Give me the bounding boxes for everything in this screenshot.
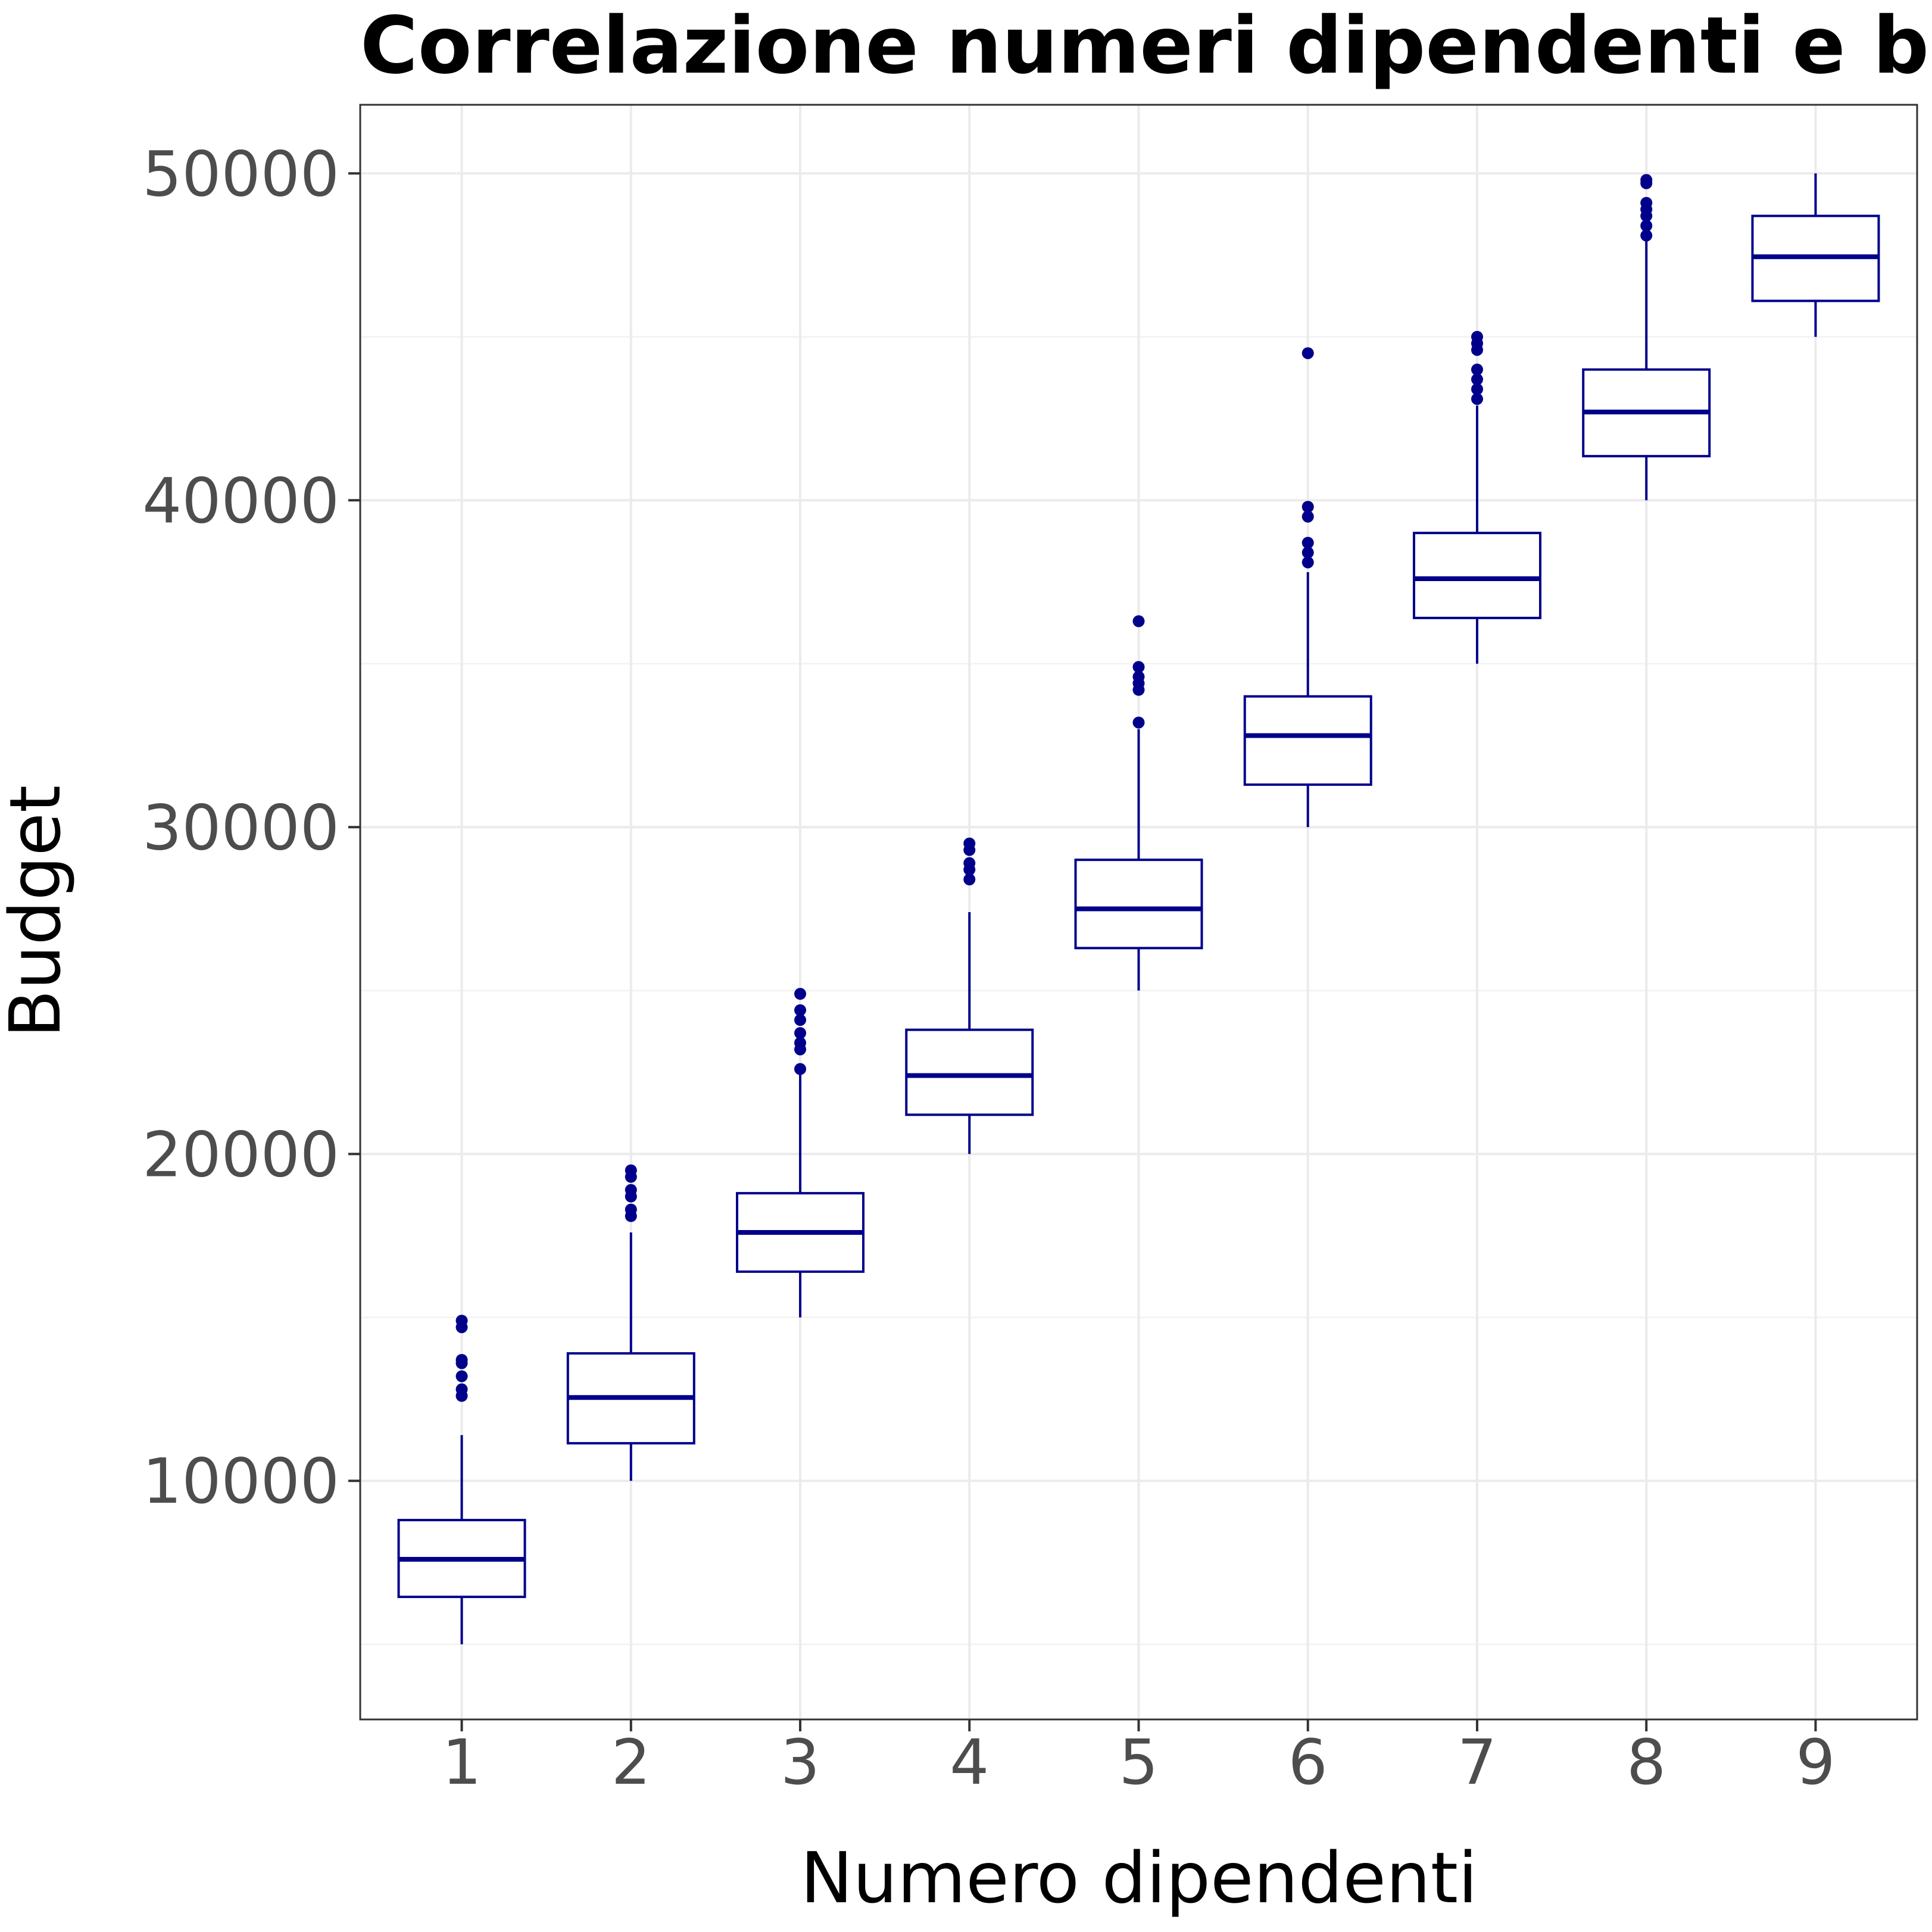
outlier-point xyxy=(1132,716,1145,729)
boxplot-group xyxy=(566,1164,695,1481)
outlier-point xyxy=(1301,347,1314,360)
boxplot-group xyxy=(1074,615,1203,991)
box xyxy=(1074,859,1203,950)
axis-ticks: 10000 20000 30000 40000 50000 1 2 3 4 5 6 7 8 9 xyxy=(142,138,1835,1799)
outlier-point xyxy=(1301,510,1314,523)
boxplot-group xyxy=(397,1315,526,1644)
outlier-point xyxy=(963,873,976,886)
y-tick-label: 40000 xyxy=(142,464,339,537)
x-axis-title: Numero dipendenti xyxy=(800,1837,1478,1919)
boxplot-group xyxy=(905,837,1034,1154)
boxplot-group xyxy=(1243,347,1372,828)
outlier-point xyxy=(455,1354,468,1366)
box xyxy=(905,1028,1034,1116)
x-tick-label: 8 xyxy=(1627,1726,1666,1799)
outlier-point xyxy=(963,837,976,850)
y-tick-label: 10000 xyxy=(142,1445,339,1518)
outlier-point xyxy=(1301,536,1314,549)
y-tick-label: 20000 xyxy=(142,1118,339,1191)
boxplots xyxy=(397,173,1880,1644)
outlier-point xyxy=(455,1370,468,1382)
box xyxy=(1412,532,1541,619)
outlier-point xyxy=(1301,556,1314,569)
x-tick-label: 7 xyxy=(1457,1726,1497,1799)
outlier-point xyxy=(455,1383,468,1396)
outlier-point xyxy=(1640,229,1653,242)
outlier-point xyxy=(1301,547,1314,559)
outlier-point xyxy=(794,1027,807,1040)
outlier-point xyxy=(794,1063,807,1075)
x-tick-label: 9 xyxy=(1796,1726,1835,1799)
outlier-point xyxy=(794,1037,807,1049)
boxplot-group xyxy=(1412,330,1541,664)
outlier-point xyxy=(1471,373,1483,386)
outlier-point xyxy=(455,1315,468,1327)
outlier-point xyxy=(1132,661,1145,673)
outlier-point xyxy=(625,1203,637,1216)
outlier-point xyxy=(1132,615,1145,628)
y-tick-label: 50000 xyxy=(142,138,339,210)
outlier-point xyxy=(1640,220,1653,232)
outlier-point xyxy=(794,988,807,1000)
outlier-point xyxy=(963,857,976,869)
x-tick-label: 5 xyxy=(1119,1726,1158,1799)
box xyxy=(1243,695,1372,786)
outlier-point xyxy=(794,1004,807,1016)
x-tick-label: 1 xyxy=(442,1726,481,1799)
x-tick-label: 6 xyxy=(1288,1726,1328,1799)
outlier-point xyxy=(1471,383,1483,395)
outlier-point xyxy=(1132,670,1145,683)
outlier-point xyxy=(625,1164,637,1176)
outlier-point xyxy=(1640,196,1653,209)
boxplot-group xyxy=(1582,174,1711,501)
x-tick-label: 2 xyxy=(611,1726,651,1799)
outlier-point xyxy=(1471,393,1483,405)
outlier-point xyxy=(625,1184,637,1196)
x-tick-label: 3 xyxy=(781,1726,820,1799)
outlier-point xyxy=(1471,330,1483,343)
y-tick-label: 30000 xyxy=(142,791,339,864)
outlier-point xyxy=(1301,501,1314,513)
x-tick-label: 4 xyxy=(950,1726,989,1799)
outlier-point xyxy=(794,1014,807,1026)
chart-title: Correlazione numeri dipendenti e b xyxy=(360,0,1929,92)
outlier-point xyxy=(1640,174,1653,186)
boxplot-group xyxy=(1751,173,1880,337)
y-axis-title: Budget xyxy=(0,785,76,1038)
boxplot-group xyxy=(736,988,865,1318)
outlier-point xyxy=(1471,363,1483,376)
